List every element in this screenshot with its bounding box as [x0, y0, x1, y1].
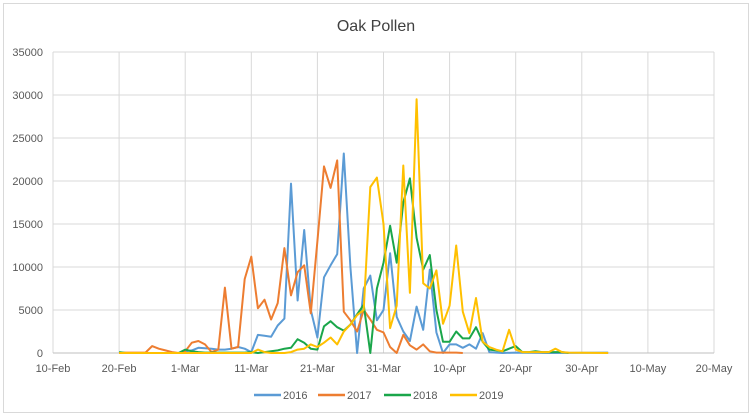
chart-title: Oak Pollen: [337, 18, 415, 35]
chart-frame: [3, 3, 749, 413]
legend-label-2019: 2019: [479, 390, 503, 402]
y-tick-label: 35000: [12, 47, 43, 59]
y-tick-label: 15000: [12, 219, 43, 231]
x-tick-label: 20-May: [696, 363, 733, 375]
legend-label-2017: 2017: [347, 390, 371, 402]
x-tick-label: 10-Apr: [433, 363, 466, 375]
y-tick-label: 5000: [19, 305, 43, 317]
series-line-2018: [118, 177, 569, 354]
x-tick-label: 30-Apr: [565, 363, 598, 375]
x-tick-label: 10-May: [630, 363, 667, 375]
x-tick-label: 11-Mar: [234, 363, 268, 375]
legend-label-2016: 2016: [283, 390, 307, 402]
x-tick-label: 10-Feb: [36, 363, 71, 375]
y-tick-label: 30000: [12, 90, 43, 102]
series-line-2019: [119, 98, 609, 354]
legend-label-2018: 2018: [413, 390, 437, 402]
x-tick-label: 20-Feb: [102, 363, 137, 375]
x-tick-label: 1-Mar: [171, 363, 200, 375]
series-line-2016: [165, 152, 609, 354]
y-tick-label: 25000: [12, 133, 43, 145]
x-tick-label: 20-Apr: [499, 363, 532, 375]
y-tick-label: 0: [37, 348, 43, 360]
y-tick-label: 20000: [12, 176, 43, 188]
y-tick-label: 10000: [12, 262, 43, 274]
x-tick-label: 31-Mar: [366, 363, 401, 375]
x-tick-label: 21-Mar: [300, 363, 335, 375]
